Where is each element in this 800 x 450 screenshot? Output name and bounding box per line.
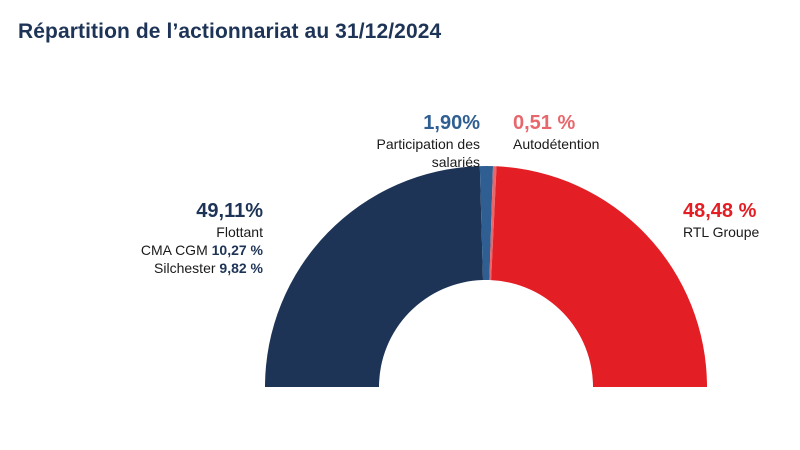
participation-name-line1: Participation des bbox=[376, 136, 480, 152]
slice-participation-des-salari-s bbox=[479, 166, 494, 281]
label-participation: 1,90% Participation des salariés bbox=[376, 111, 480, 171]
cma-cgm-line: CMA CGM 10,27 % bbox=[141, 241, 263, 259]
autodetention-name: Autodétention bbox=[513, 136, 600, 152]
rtl-name: RTL Groupe bbox=[683, 224, 760, 240]
label-autodetention: 0,51 % Autodétention bbox=[513, 111, 599, 153]
silchester-line: Silchester 9,82 % bbox=[141, 259, 263, 277]
autodetention-percentage: 0,51 % bbox=[513, 112, 576, 134]
chart-title: Répartition de l’actionnariat au 31/12/2… bbox=[18, 20, 442, 43]
rtl-percentage: 48,48 % bbox=[683, 200, 757, 222]
label-rtl-groupe: 48,48 % RTL Groupe bbox=[683, 199, 759, 241]
participation-percentage: 1,90% bbox=[423, 112, 480, 134]
cma-cgm-name: CMA CGM bbox=[140, 242, 208, 258]
slice-flottant bbox=[265, 166, 484, 387]
flottant-percentage: 49,11% bbox=[196, 200, 263, 222]
slice-autod-tention bbox=[489, 166, 497, 281]
flottant-name: Flottant bbox=[216, 224, 263, 240]
participation-name-line2: salariés bbox=[431, 154, 480, 170]
label-flottant: 49,11% Flottant CMA CGM 10,27 % Silchest… bbox=[141, 199, 263, 277]
silchester-name: Silchester bbox=[154, 260, 216, 276]
cma-cgm-value: 10,27 % bbox=[211, 242, 263, 258]
silchester-value: 9,82 % bbox=[219, 260, 263, 276]
slice-rtl-groupe bbox=[491, 166, 707, 387]
